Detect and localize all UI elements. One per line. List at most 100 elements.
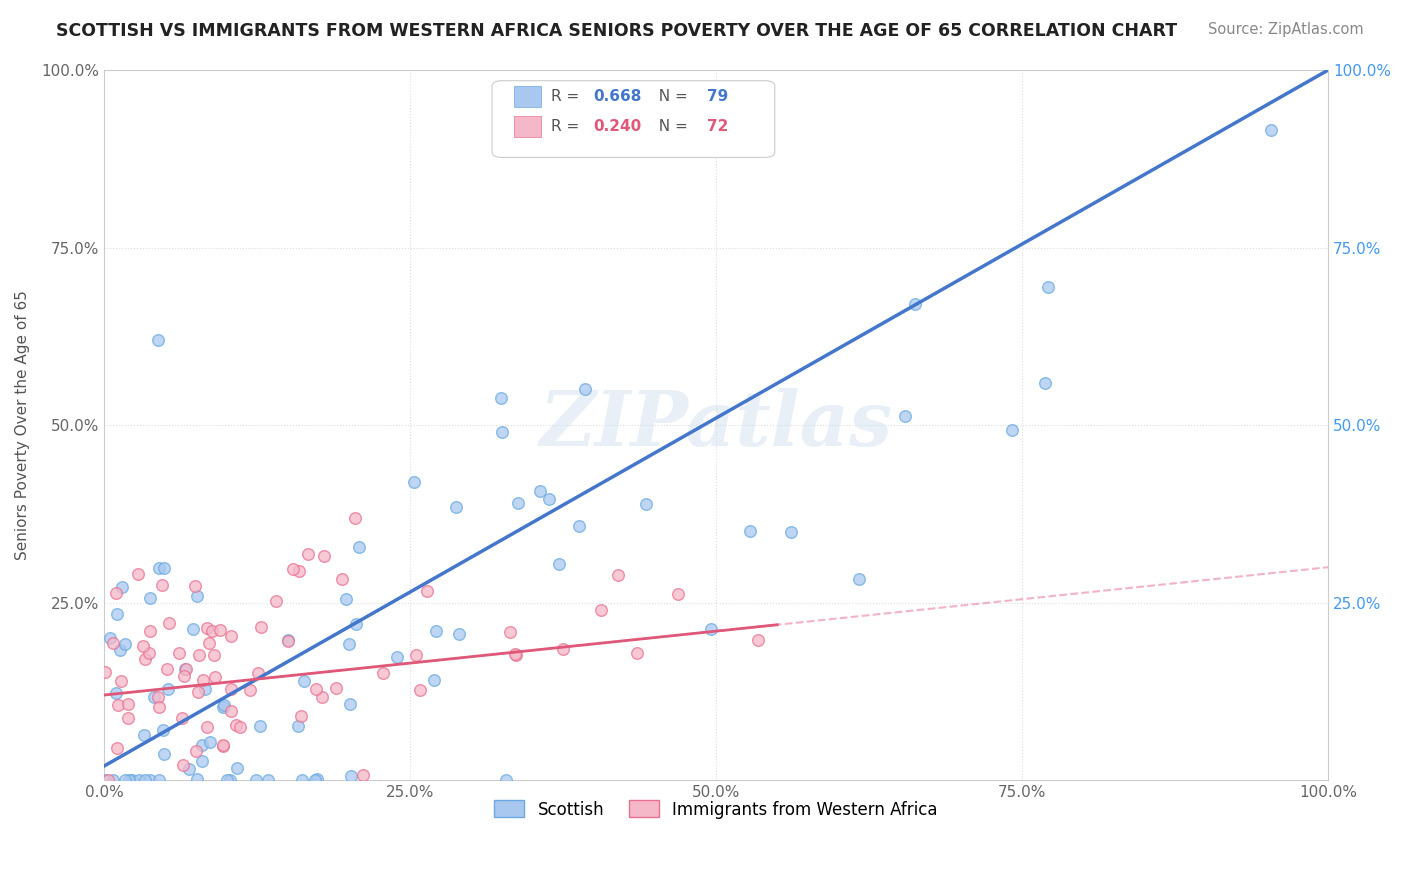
- Point: [508, 496, 530, 510]
- Point: [551, 641, 574, 656]
- Point: [184, 744, 207, 758]
- Point: [503, 647, 526, 661]
- Text: SCOTTISH VS IMMIGRANTS FROM WESTERN AFRICA SENIORS POVERTY OVER THE AGE OF 65 CO: SCOTTISH VS IMMIGRANTS FROM WESTERN AFRI…: [56, 22, 1177, 40]
- Point: [277, 633, 299, 648]
- Point: [291, 772, 314, 787]
- Point: [132, 639, 155, 653]
- Point: [204, 670, 226, 684]
- Point: [195, 720, 218, 734]
- Point: [179, 762, 201, 776]
- Point: [134, 772, 156, 787]
- Point: [568, 518, 591, 533]
- Point: [283, 562, 305, 576]
- Point: [139, 624, 162, 638]
- Text: 72: 72: [707, 119, 728, 134]
- Point: [157, 681, 180, 696]
- Point: [229, 720, 252, 734]
- Point: [117, 697, 139, 711]
- Point: [97, 772, 120, 787]
- Point: [138, 647, 160, 661]
- Point: [225, 761, 247, 775]
- Point: [156, 662, 179, 676]
- Point: [740, 524, 762, 538]
- Point: [148, 700, 170, 714]
- Point: [174, 662, 197, 676]
- Point: [444, 500, 467, 514]
- Point: [606, 568, 628, 582]
- Point: [103, 636, 125, 650]
- Point: [184, 579, 207, 593]
- Point: [167, 646, 190, 660]
- Text: R =: R =: [551, 89, 583, 103]
- Point: [848, 572, 870, 586]
- Point: [148, 561, 170, 575]
- Point: [634, 497, 657, 511]
- Point: [170, 711, 193, 725]
- Point: [537, 491, 560, 506]
- Point: [117, 711, 139, 725]
- Point: [186, 772, 208, 786]
- Point: [198, 734, 221, 748]
- Point: [105, 607, 128, 621]
- Point: [148, 772, 170, 787]
- Point: [157, 616, 180, 631]
- Text: 0.240: 0.240: [593, 119, 643, 134]
- Text: Source: ZipAtlas.com: Source: ZipAtlas.com: [1208, 22, 1364, 37]
- Point: [287, 719, 309, 733]
- Point: [198, 636, 221, 650]
- Point: [904, 297, 927, 311]
- Point: [548, 557, 571, 571]
- Point: [143, 690, 166, 704]
- Point: [337, 637, 360, 651]
- Point: [1001, 423, 1024, 437]
- Point: [371, 665, 394, 680]
- Point: [529, 483, 551, 498]
- Point: [105, 740, 128, 755]
- Point: [1260, 123, 1282, 137]
- Point: [304, 772, 326, 787]
- Point: [340, 769, 363, 783]
- Point: [219, 629, 242, 643]
- Point: [311, 690, 333, 704]
- Point: [138, 772, 160, 787]
- Point: [219, 772, 242, 787]
- Point: [194, 681, 217, 696]
- Point: [128, 772, 150, 787]
- Point: [239, 683, 262, 698]
- Point: [146, 690, 169, 704]
- Point: [172, 758, 194, 772]
- Point: [114, 637, 136, 651]
- Point: [246, 665, 269, 680]
- Point: [250, 620, 273, 634]
- Point: [212, 739, 235, 753]
- Point: [425, 624, 447, 638]
- Point: [292, 674, 315, 689]
- Point: [215, 772, 238, 787]
- Point: [245, 772, 267, 787]
- Point: [105, 686, 128, 700]
- Point: [208, 623, 231, 637]
- Point: [103, 772, 125, 787]
- Point: [447, 626, 470, 640]
- Point: [1033, 376, 1056, 390]
- Legend: Scottish, Immigrants from Western Africa: Scottish, Immigrants from Western Africa: [488, 794, 945, 825]
- Point: [894, 409, 917, 423]
- Point: [347, 541, 370, 555]
- FancyBboxPatch shape: [515, 116, 541, 136]
- Y-axis label: Seniors Poverty Over the Age of 65: Seniors Poverty Over the Age of 65: [15, 290, 30, 560]
- Point: [343, 511, 366, 525]
- Point: [152, 723, 174, 737]
- Point: [191, 673, 214, 687]
- Point: [104, 586, 127, 600]
- Text: N =: N =: [648, 119, 692, 134]
- Point: [121, 772, 143, 787]
- Point: [416, 583, 439, 598]
- Point: [118, 772, 141, 787]
- Point: [134, 652, 156, 666]
- Point: [191, 738, 214, 752]
- Point: [257, 772, 280, 787]
- Point: [330, 572, 353, 586]
- Point: [181, 622, 204, 636]
- Point: [186, 589, 208, 603]
- Point: [574, 382, 596, 396]
